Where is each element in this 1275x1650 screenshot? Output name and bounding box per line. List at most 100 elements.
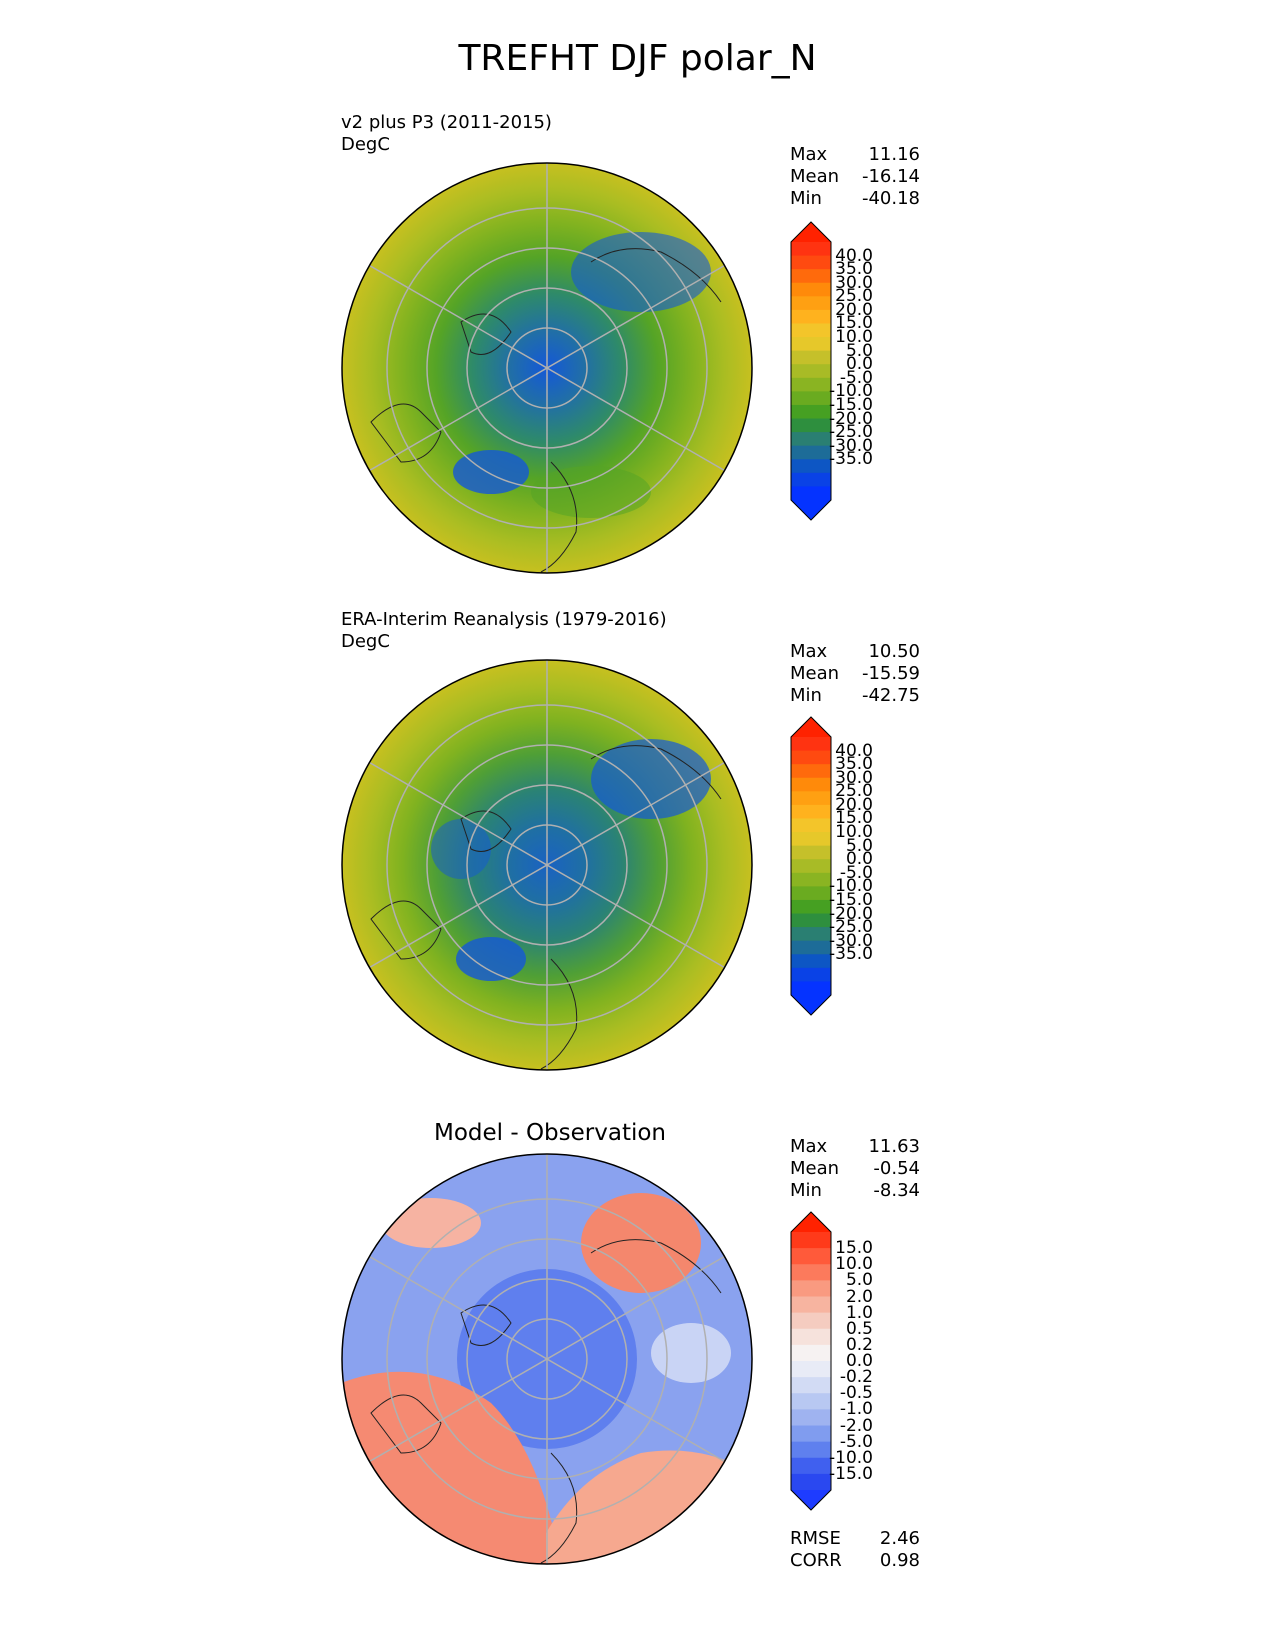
colorbar-tick-label: 35.0 bbox=[835, 754, 873, 775]
panel-2-stats: Max 10.50 Mean -15.59 Min -42.75 bbox=[790, 641, 920, 707]
stat-max-value: 11.63 bbox=[868, 1136, 920, 1157]
panel-3-stats: Max 11.63 Mean -0.54 Min -8.34 bbox=[790, 1136, 920, 1202]
greenland-cold-anomaly bbox=[456, 937, 526, 981]
colorbar-bin bbox=[791, 940, 831, 955]
coastline-arctic-islands bbox=[460, 1304, 512, 1346]
colorbar-bin bbox=[791, 967, 831, 983]
colorbar-tick-label: 30.0 bbox=[835, 272, 873, 293]
panel-2-map-border bbox=[341, 659, 753, 1071]
colorbar-tick-label: 15.0 bbox=[835, 808, 873, 829]
colorbar-bin bbox=[791, 886, 831, 901]
colorbar-bin bbox=[791, 296, 831, 311]
colorbar-bin bbox=[791, 791, 831, 806]
stat-mean-value: -16.14 bbox=[861, 166, 920, 187]
stat-mean-label: Mean bbox=[790, 663, 840, 684]
colorbar-tick-label: 40.0 bbox=[835, 245, 873, 266]
coastline-north-america bbox=[370, 403, 442, 463]
colorbar-tick-label: 10.0 bbox=[835, 1254, 873, 1275]
colorbar-bin bbox=[791, 1457, 831, 1475]
colorbar-bin bbox=[791, 872, 831, 887]
colorbar-bin bbox=[791, 445, 831, 460]
colorbar-tick-label: -15.0 bbox=[829, 394, 873, 415]
colorbar-tick-label: 20.0 bbox=[835, 299, 873, 320]
stat-min-value: -8.34 bbox=[873, 1180, 920, 1201]
colorbar-bin bbox=[791, 981, 831, 996]
colorbar-bin bbox=[791, 472, 831, 488]
colorbar-tick-label: -10.0 bbox=[829, 876, 873, 897]
colorbar-bin bbox=[791, 1344, 831, 1362]
panel-3-map-border bbox=[341, 1153, 753, 1565]
colorbar-bin bbox=[791, 323, 831, 338]
colorbar-bin bbox=[791, 764, 831, 779]
stat-min-label: Min bbox=[790, 685, 822, 706]
colorbar-bin bbox=[791, 737, 831, 752]
colorbar-tick-label: 35.0 bbox=[835, 259, 873, 280]
coastline-europe bbox=[540, 958, 578, 1070]
colorbar-bin bbox=[791, 1296, 831, 1314]
colorbar-bin bbox=[791, 845, 831, 860]
colorbar-outline bbox=[790, 1211, 832, 1511]
colorbar-tick-label: 10.0 bbox=[835, 822, 873, 843]
colorbar-bin bbox=[791, 1377, 831, 1394]
panel-1-map-border bbox=[341, 162, 753, 574]
colorbar-bin bbox=[791, 1409, 831, 1427]
colorbar-extend-bottom bbox=[791, 500, 831, 520]
colorbar-tick-label: -25.0 bbox=[829, 422, 873, 443]
coastline-europe bbox=[540, 461, 578, 573]
colorbar-bin bbox=[791, 818, 831, 833]
colorbar-bin bbox=[791, 1425, 831, 1443]
colorbar-tick-label: 15.0 bbox=[835, 313, 873, 334]
panel-1-title: v2 plus P3 (2011-2015) bbox=[341, 112, 552, 133]
colorbar-bin bbox=[791, 927, 831, 942]
stat-rmse-value: 2.46 bbox=[879, 1528, 920, 1549]
colorbar-tick-label: 0.0 bbox=[845, 354, 873, 375]
colorbar-tick-label: -30.0 bbox=[829, 435, 873, 456]
canadian-archipelago-cold bbox=[431, 819, 491, 879]
stat-max-label: Max bbox=[790, 641, 828, 662]
panel-1-colorbar bbox=[790, 221, 832, 521]
siberia-warm-bias bbox=[581, 1193, 701, 1293]
coastline-arctic-islands bbox=[460, 313, 512, 355]
stat-corr-label: CORR bbox=[790, 1550, 842, 1571]
colorbar-tick-label: -35.0 bbox=[829, 944, 873, 965]
colorbar-bin bbox=[791, 1264, 831, 1281]
colorbar-bin bbox=[791, 777, 831, 792]
colorbar-tick-label: -1.0 bbox=[839, 1399, 873, 1420]
colorbar-bin bbox=[791, 1393, 831, 1410]
colorbar-bin bbox=[791, 486, 831, 501]
panel-2-polar-map bbox=[341, 659, 753, 1071]
panel-3-graticule bbox=[369, 1154, 725, 1564]
colorbar-tick-label: 25.0 bbox=[835, 286, 873, 307]
alaska-warm-bias bbox=[381, 1198, 481, 1248]
colorbar-tick-label: -5.0 bbox=[839, 1431, 873, 1452]
panel-1-graticule bbox=[369, 163, 725, 573]
colorbar-bin bbox=[791, 255, 831, 270]
panel-3-title: Model - Observation bbox=[433, 1120, 667, 1146]
colorbar-bin bbox=[791, 1473, 831, 1491]
stat-max-value: 10.50 bbox=[868, 641, 920, 662]
colorbar-bin bbox=[791, 1312, 831, 1330]
colorbar-bin bbox=[791, 364, 831, 379]
colorbar-bin bbox=[791, 391, 831, 406]
colorbar-tick-label: 0.0 bbox=[845, 849, 873, 870]
colorbar-outline bbox=[790, 221, 832, 521]
colorbar-tick-label: -15.0 bbox=[829, 1463, 873, 1484]
coastline-arctic-islands bbox=[460, 810, 512, 852]
stat-min-value: -42.75 bbox=[861, 685, 920, 706]
stat-min-label: Min bbox=[790, 1180, 822, 1201]
panel-2-title: ERA-Interim Reanalysis (1979-2016) bbox=[341, 609, 667, 630]
stat-mean-value: -0.54 bbox=[873, 1158, 920, 1179]
colorbar-tick-label: 0.5 bbox=[845, 1318, 873, 1339]
colorbar-bin bbox=[791, 804, 831, 820]
colorbar-tick-label: 30.0 bbox=[835, 767, 873, 788]
europe-mild-region bbox=[531, 466, 651, 518]
colorbar-bin bbox=[791, 350, 831, 365]
colorbar-tick-label: -0.2 bbox=[839, 1367, 873, 1388]
stat-corr-value: 0.98 bbox=[879, 1550, 920, 1571]
colorbar-tick-label: -20.0 bbox=[829, 903, 873, 924]
coastline-siberia bbox=[590, 1239, 722, 1294]
colorbar-bin bbox=[791, 459, 831, 474]
colorbar-bin bbox=[791, 1361, 831, 1378]
colorbar-tick-label: 20.0 bbox=[835, 794, 873, 815]
colorbar-tick-label: 0.2 bbox=[845, 1334, 873, 1355]
